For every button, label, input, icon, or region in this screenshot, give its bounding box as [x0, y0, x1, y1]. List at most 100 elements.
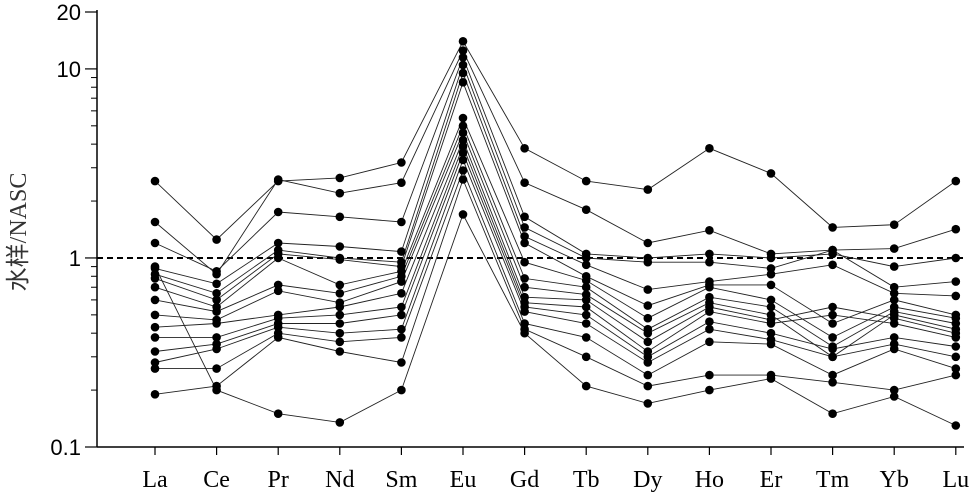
x-tick-label-Ho: Ho	[695, 467, 724, 493]
point-series-13-Tm	[828, 352, 837, 362]
point-series-11-Eu	[458, 141, 468, 151]
point-series-15-Lu	[951, 370, 961, 380]
point-series-3-Ce	[212, 267, 221, 276]
point-series-9-Eu	[458, 128, 468, 137]
point-series-11-Yb	[889, 319, 899, 328]
y-tick-label: 20	[57, 0, 81, 25]
x-tick-label-Yb: Yb	[880, 467, 909, 493]
point-series-8-Eu	[458, 121, 468, 131]
point-series-1-Tb	[581, 176, 591, 186]
point-series-14-Yb	[889, 344, 899, 354]
point-series-9-La	[150, 310, 160, 320]
point-series-16-Ho	[705, 385, 714, 395]
point-series-4-Ho	[705, 257, 714, 267]
point-series-2-Eu	[458, 46, 468, 55]
point-series-13-Tb	[581, 319, 591, 328]
point-series-2-Sm	[397, 178, 406, 187]
series-line-4	[154, 63, 956, 288]
point-series-4-Eu	[458, 60, 468, 70]
point-series-13-La	[150, 358, 160, 367]
point-series-4-Lu	[951, 277, 961, 286]
point-series-3-Ho	[705, 249, 714, 259]
series-line-5	[154, 71, 956, 297]
point-series-2-Dy	[643, 238, 653, 248]
point-series-5-Eu	[458, 68, 468, 78]
point-series-1-Sm	[397, 158, 406, 167]
point-series-15-Nd	[335, 347, 345, 356]
point-series-15-Dy	[643, 381, 653, 391]
point-series-8-La	[150, 295, 160, 305]
point-series-7-Nd	[335, 280, 345, 290]
point-series-4-Tb	[581, 253, 591, 263]
point-series-6-Tm	[828, 319, 837, 328]
point-series-13-Sm	[397, 324, 406, 334]
point-series-6-Eu	[458, 78, 468, 87]
point-series-7-Pr	[273, 253, 283, 263]
point-series-4-Yb	[889, 282, 899, 292]
point-series-4-Ce	[212, 279, 221, 289]
point-series-7-La	[150, 282, 160, 292]
point-series-3-Pr	[273, 207, 283, 217]
x-tick-label-Eu: Eu	[450, 467, 477, 493]
point-series-7-Tm	[828, 333, 837, 342]
point-series-11-Sm	[397, 302, 406, 312]
point-series-5-Tb	[581, 260, 591, 270]
x-tick-label-Er: Er	[760, 467, 783, 493]
point-series-8-Er	[766, 302, 776, 312]
point-series-11-Ho	[705, 307, 714, 316]
point-series-4-Tm	[828, 245, 837, 255]
series-line-9	[154, 131, 956, 358]
series-line-14	[155, 169, 956, 376]
point-series-2-Gd	[520, 178, 529, 187]
point-series-15-Tb	[581, 352, 591, 362]
x-tick-label-Nd: Nd	[325, 467, 354, 493]
point-series-13-Pr	[273, 322, 283, 332]
point-series-10-Nd	[335, 302, 345, 312]
point-series-1-Lu	[951, 176, 961, 186]
point-series-15-Ho	[705, 370, 714, 380]
x-tick-label-Pr: Pr	[268, 467, 289, 493]
point-series-3-La	[150, 238, 160, 248]
point-series-10-Tb	[581, 295, 591, 305]
point-series-14-La	[150, 364, 160, 373]
point-series-14-Tb	[581, 333, 591, 342]
point-series-14-Ce	[212, 364, 221, 373]
point-series-11-Ce	[212, 333, 221, 342]
point-series-14-Dy	[643, 370, 653, 380]
point-series-14-Er	[766, 339, 776, 349]
point-series-5-Gd	[520, 232, 529, 241]
point-series-14-Sm	[397, 333, 406, 342]
point-series-3-Eu	[458, 53, 468, 62]
point-series-14-Nd	[335, 337, 345, 347]
point-series-5-Ce	[212, 289, 221, 298]
series-line-7	[154, 116, 956, 338]
point-series-16-Tb	[581, 381, 591, 391]
x-tick-label-La: La	[142, 467, 168, 493]
point-series-16-Sm	[397, 385, 406, 395]
point-series-12-Tm	[828, 344, 837, 354]
point-series-11-Nd	[335, 310, 345, 320]
point-series-4-Dy	[643, 257, 653, 267]
point-series-10-Sm	[397, 289, 406, 298]
point-series-1-Ho	[705, 144, 714, 153]
series-line-3	[154, 56, 956, 272]
point-series-5-Yb	[889, 289, 899, 298]
point-series-16-Eu	[458, 210, 468, 219]
series-line-8	[154, 124, 956, 348]
point-series-7-Gd	[520, 257, 529, 267]
point-series-16-Ce	[212, 385, 221, 395]
point-series-15-Yb	[889, 385, 899, 395]
point-series-14-Ho	[705, 337, 714, 347]
point-series-10-Ce	[212, 319, 221, 328]
point-series-1-Nd	[335, 173, 345, 183]
point-series-16-Yb	[889, 392, 899, 401]
point-series-5-Dy	[643, 285, 653, 294]
point-series-3-Gd	[520, 212, 529, 222]
point-series-1-La	[150, 176, 160, 186]
point-series-7-Ho	[705, 282, 714, 292]
point-series-15-Eu	[458, 175, 468, 184]
x-tick-label-Sm: Sm	[385, 467, 417, 493]
point-series-1-Ce	[212, 235, 221, 244]
point-series-13-Dy	[643, 358, 653, 367]
